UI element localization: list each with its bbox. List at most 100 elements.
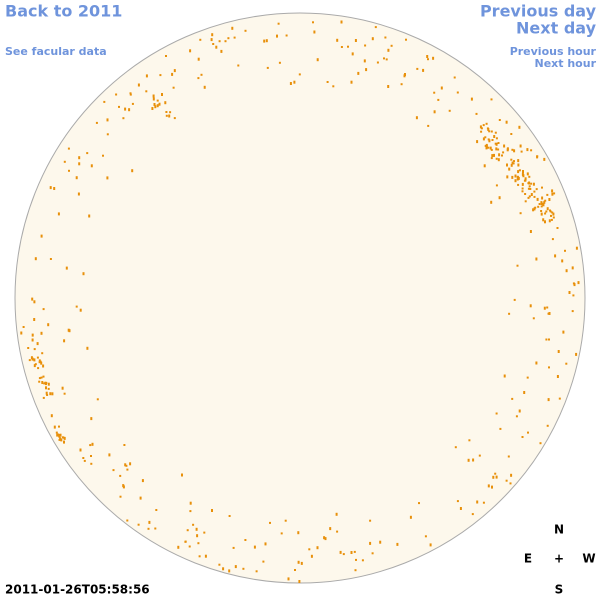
facula <box>42 396 45 399</box>
facula <box>49 186 52 190</box>
facula <box>83 459 86 462</box>
facula <box>364 44 367 47</box>
facula <box>361 559 364 562</box>
facula <box>34 363 37 366</box>
facula <box>519 212 522 215</box>
facula <box>557 350 560 353</box>
facula <box>265 39 268 43</box>
facula <box>284 519 287 522</box>
facula <box>42 308 45 311</box>
facula <box>572 294 575 297</box>
facula <box>558 397 561 400</box>
compass-south: S <box>555 583 564 597</box>
facula <box>45 386 47 390</box>
facula <box>126 468 129 471</box>
facula <box>49 392 52 396</box>
facula <box>339 550 342 554</box>
facula <box>124 107 127 111</box>
facula <box>480 130 483 133</box>
facula <box>57 212 60 216</box>
facula <box>125 464 128 467</box>
facula <box>505 120 508 124</box>
facula <box>53 187 56 190</box>
facula <box>336 530 339 533</box>
facula <box>456 91 459 94</box>
facula <box>197 542 200 545</box>
facula <box>545 338 548 341</box>
facula <box>75 305 78 308</box>
facula <box>497 148 500 151</box>
facula <box>498 153 501 157</box>
facula <box>544 199 547 202</box>
facula <box>512 162 515 165</box>
facula <box>186 529 189 532</box>
facula <box>102 154 104 157</box>
facula <box>498 119 501 121</box>
facula <box>189 501 192 505</box>
facula <box>58 435 61 438</box>
facula <box>40 376 43 379</box>
facula <box>497 142 500 144</box>
facula <box>369 541 372 545</box>
facula <box>539 442 542 445</box>
facula <box>494 472 497 475</box>
facula <box>530 193 533 196</box>
facula <box>365 68 368 72</box>
facular-link[interactable]: See facular data <box>5 45 107 58</box>
facula <box>297 531 300 535</box>
facula <box>424 535 427 538</box>
facula <box>385 58 388 61</box>
facula <box>78 156 81 160</box>
facula <box>427 58 429 61</box>
facula <box>77 192 80 196</box>
facula <box>155 509 158 511</box>
facula <box>376 61 379 64</box>
facula <box>552 212 555 216</box>
facula <box>521 190 524 193</box>
facula <box>242 567 245 570</box>
facula <box>310 554 313 558</box>
next-hour-link[interactable]: Next hour <box>535 57 597 70</box>
facula <box>126 519 129 522</box>
facula <box>489 146 492 150</box>
facula <box>355 558 357 561</box>
facula <box>523 179 526 182</box>
facula <box>129 462 132 466</box>
facula <box>491 485 493 489</box>
facula <box>541 186 543 189</box>
facula <box>544 212 547 215</box>
facula <box>152 94 155 98</box>
facula <box>484 136 487 139</box>
next-day-link[interactable]: Next day <box>516 19 597 38</box>
back-link[interactable]: Back to 2011 <box>5 2 122 21</box>
facula <box>535 361 538 365</box>
facula <box>90 164 93 168</box>
facula <box>264 542 267 546</box>
facula <box>38 359 41 362</box>
facula <box>189 49 192 53</box>
compass-center: + <box>554 552 564 566</box>
facula <box>490 148 493 151</box>
facula <box>297 560 300 564</box>
facula <box>95 121 98 124</box>
facula <box>137 83 140 87</box>
facula <box>551 211 554 214</box>
facula <box>527 187 530 190</box>
facula <box>405 38 407 41</box>
facula <box>543 306 546 310</box>
facula <box>516 264 519 267</box>
facula <box>41 352 44 355</box>
facula <box>38 380 41 383</box>
facula <box>521 187 524 190</box>
facula <box>227 37 230 40</box>
facula <box>522 170 524 173</box>
facula <box>332 85 335 88</box>
facula <box>499 427 502 430</box>
facula <box>494 131 497 134</box>
previous-hour-link[interactable]: Previous hour <box>510 45 597 58</box>
previous-day-link[interactable]: Previous day <box>480 2 597 21</box>
facula <box>532 208 535 212</box>
facula <box>513 149 516 153</box>
facula <box>289 82 292 85</box>
facula <box>300 561 303 565</box>
